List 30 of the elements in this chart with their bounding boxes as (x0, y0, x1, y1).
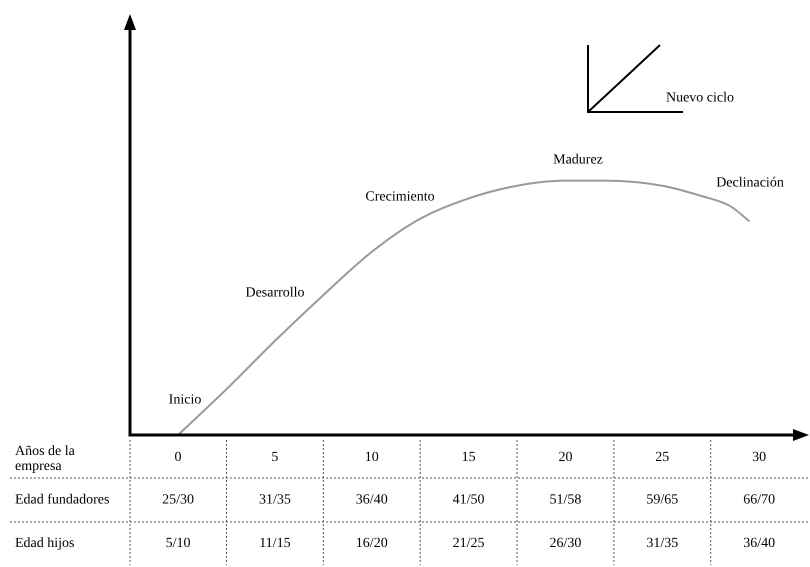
text: 51/58 (550, 492, 582, 508)
x-tick-label: 0 (174, 450, 182, 466)
text: Edad hijos (15, 536, 74, 552)
text: 36/40 (743, 536, 776, 552)
x-tick-label: 25 (655, 450, 670, 466)
text: 21/25 (452, 536, 485, 552)
text: 66/70 (743, 492, 776, 508)
text: 26/30 (550, 536, 582, 552)
annotation: Crecimiento (365, 190, 435, 205)
text: Madurez (553, 152, 603, 168)
text: Nuevo ciclo (666, 90, 734, 106)
text: 41/50 (452, 492, 485, 508)
x-tick-label: 20 (558, 450, 572, 466)
text: 25/30 (162, 492, 194, 508)
text: 11/15 (259, 536, 291, 552)
text: 31/35 (258, 492, 291, 508)
x-tick-label: 30 (752, 450, 766, 466)
annotation: Desarrollo (245, 286, 305, 301)
x-axis-title: Años de la empresa (15, 444, 76, 474)
text: 36/40 (356, 492, 388, 508)
x-tick-label: 15 (462, 450, 476, 466)
annotation: Declinación (716, 176, 784, 191)
x-tick-label: 10 (364, 450, 379, 466)
text: 5/10 (166, 536, 190, 552)
annotation: Inicio (168, 392, 202, 408)
text: 16/20 (356, 536, 388, 552)
text: 31/35 (646, 536, 678, 552)
text: 59/65 (646, 492, 678, 508)
x-tick-label: 5 (271, 450, 278, 466)
text: Edad fundadores (15, 492, 110, 508)
